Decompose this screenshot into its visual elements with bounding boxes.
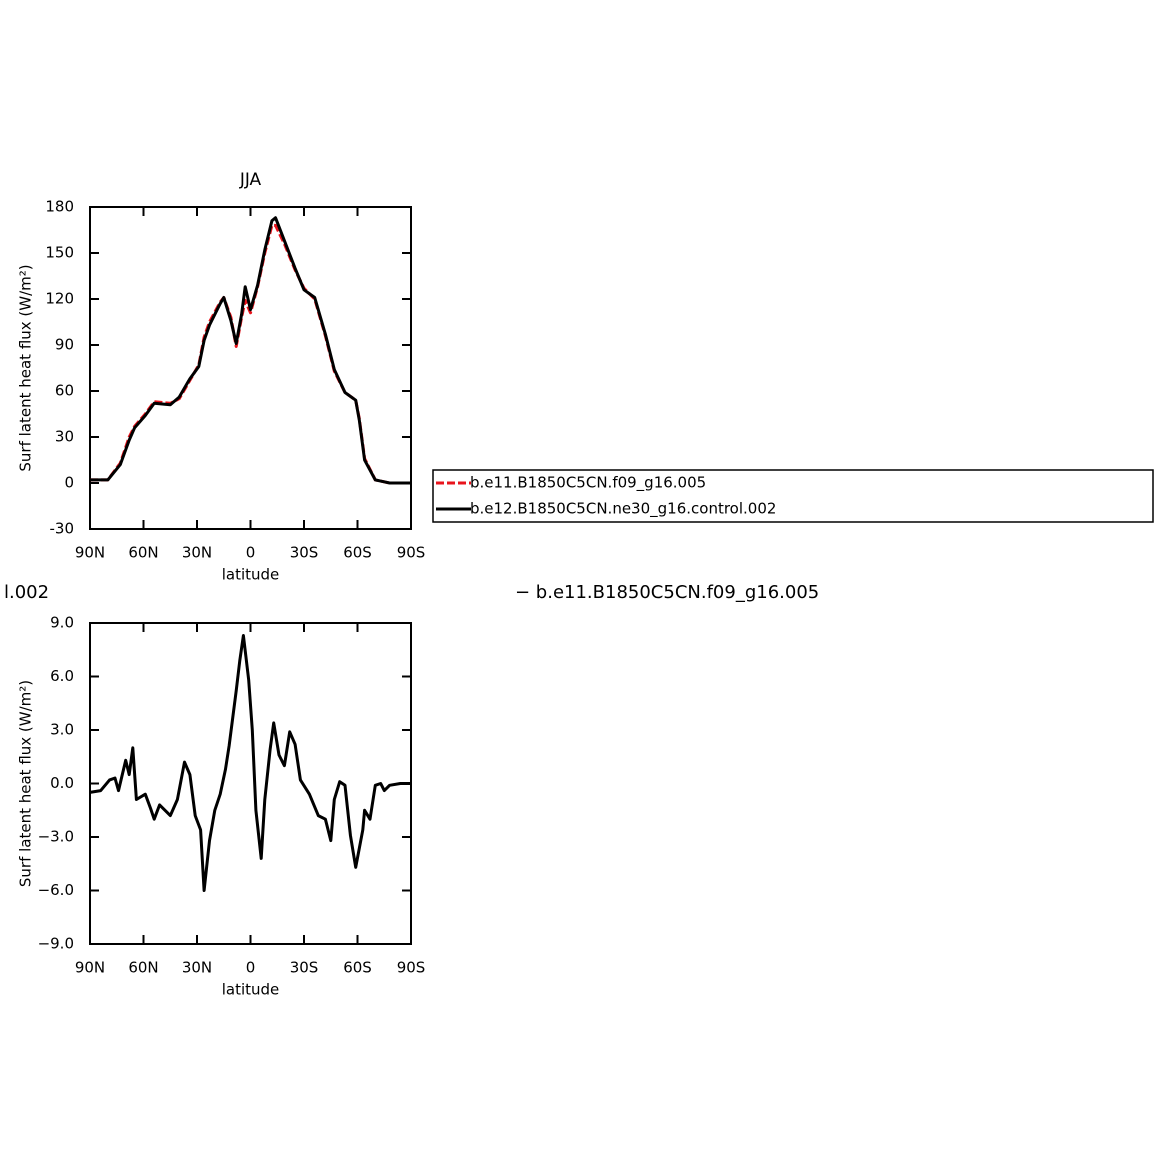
x-axis-label: latitude — [222, 981, 280, 999]
legend-label: b.e11.B1850C5CN.f09_g16.005 — [470, 474, 706, 493]
x-tick-label: 90N — [75, 544, 105, 562]
x-tick-label: 60S — [343, 544, 372, 562]
chart-title: JJA — [239, 170, 262, 190]
y-tick-label: 90 — [55, 336, 74, 354]
x-tick-label: 60S — [343, 959, 372, 977]
x-tick-label: 90N — [75, 959, 105, 977]
x-tick-label: 60N — [128, 544, 158, 562]
x-tick-label: 90S — [397, 959, 426, 977]
y-tick-label: 0 — [64, 474, 74, 492]
x-tick-label: 30N — [182, 959, 212, 977]
chart-title: l.002 — [4, 582, 49, 603]
y-tick-label: −3.0 — [38, 828, 74, 846]
x-tick-label: 30S — [290, 959, 319, 977]
y-tick-label: 180 — [45, 198, 74, 216]
y-axis-label: Surf latent heat flux (W/m²) — [17, 680, 35, 887]
data-line — [89, 634, 411, 892]
plot-frame — [89, 622, 412, 945]
y-tick-label: -30 — [50, 520, 75, 538]
data-line — [90, 216, 411, 485]
y-tick-label: 9.0 — [50, 614, 74, 632]
chart-title: − b.e11.B1850C5CN.f09_g16.005 — [515, 582, 819, 603]
x-tick-label: 30S — [290, 544, 319, 562]
y-tick-label: 6.0 — [50, 667, 74, 685]
y-tick-label: 120 — [45, 290, 74, 308]
y-tick-label: 60 — [55, 382, 74, 400]
x-axis-label: latitude — [222, 566, 280, 584]
x-tick-label: 60N — [128, 959, 158, 977]
x-tick-label: 0 — [246, 959, 256, 977]
y-tick-label: 150 — [45, 244, 74, 262]
y-tick-label: 30 — [55, 428, 74, 446]
x-tick-label: 90S — [397, 544, 426, 562]
plot-frame — [89, 206, 412, 530]
y-tick-label: −9.0 — [38, 935, 74, 953]
y-tick-label: −6.0 — [38, 881, 74, 899]
legend-box — [432, 469, 1154, 523]
y-tick-label: 0.0 — [50, 774, 74, 792]
legend-label: b.e12.B1850C5CN.ne30_g16.control.002 — [470, 500, 776, 519]
y-axis-label: Surf latent heat flux (W/m²) — [17, 264, 35, 471]
y-tick-label: 3.0 — [50, 721, 74, 739]
x-tick-label: 0 — [246, 544, 256, 562]
x-tick-label: 30N — [182, 544, 212, 562]
data-line — [90, 223, 411, 485]
